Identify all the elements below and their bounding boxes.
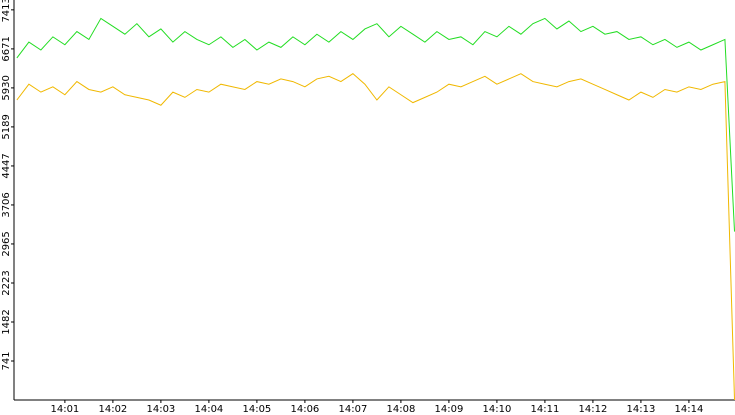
- y-tick-label: 2965: [1, 231, 12, 256]
- y-tick-label: 741: [1, 351, 12, 370]
- x-tick-label: 14:05: [242, 404, 271, 415]
- x-tick-label: 14:10: [482, 404, 511, 415]
- x-tick-label: 14:01: [50, 404, 79, 415]
- x-tick-label: 14:12: [578, 404, 607, 415]
- x-tick-label: 14:04: [194, 404, 223, 415]
- y-tick-label: 7413: [1, 0, 12, 23]
- x-tick-label: 14:08: [386, 404, 415, 415]
- x-tick-label: 14:06: [290, 404, 319, 415]
- x-tick-label: 14:03: [146, 404, 175, 415]
- y-tick-label: 4447: [1, 153, 12, 178]
- x-tick-label: 14:14: [675, 404, 704, 415]
- y-tick-label: 3706: [1, 192, 12, 217]
- y-tick-label: 6671: [1, 36, 12, 61]
- series-line: [16, 73, 735, 401]
- x-tick-label: 14:09: [434, 404, 463, 415]
- y-tick-label: 5189: [1, 114, 12, 139]
- y-tick-label: 5930: [1, 75, 12, 100]
- y-tick-label: 1482: [1, 309, 12, 334]
- x-tick-label: 14:07: [338, 404, 367, 415]
- y-tick-label: 2223: [1, 270, 12, 295]
- x-tick-label: 14:11: [530, 404, 559, 415]
- x-tick-label: 14:02: [98, 404, 127, 415]
- x-tick-label: 14:13: [627, 404, 656, 415]
- series-line: [16, 17, 735, 232]
